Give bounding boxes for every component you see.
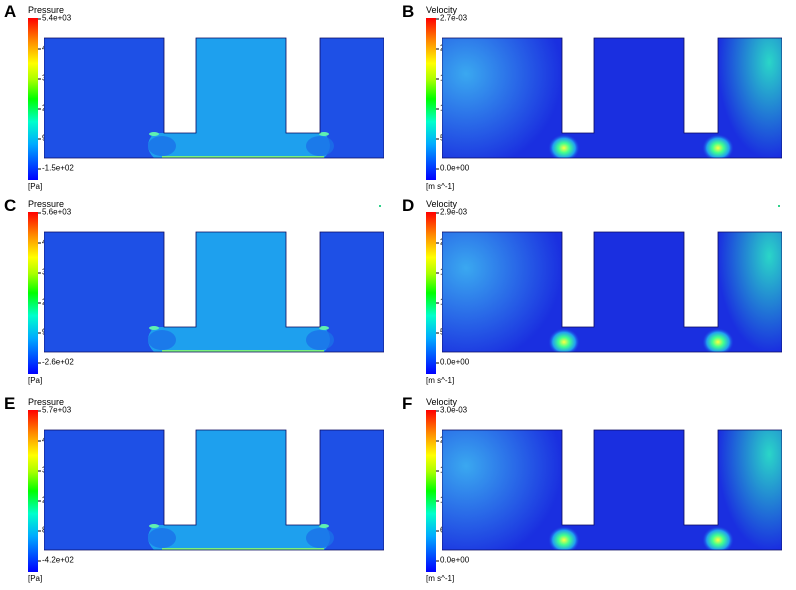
corner-jet: [548, 526, 580, 550]
colorbar-tick-label: 5.6e+03: [37, 207, 72, 217]
corner-vortex: [148, 528, 176, 548]
corner-jet: [702, 134, 734, 158]
domain-outline: [44, 37, 384, 159]
hotspot: [149, 326, 159, 330]
variable-title: Pressure: [28, 199, 65, 209]
panel-label: E: [4, 394, 16, 413]
unit-label: [m s^-1]: [426, 376, 455, 385]
unit-label: [m s^-1]: [426, 182, 455, 191]
unit-label: [Pa]: [28, 376, 43, 385]
channel-region: [148, 232, 330, 352]
domain-outline: [44, 231, 384, 353]
channel-region: [148, 38, 330, 158]
hotspot: [319, 132, 329, 136]
contour-domain: [442, 37, 782, 159]
contour-domain: [44, 429, 384, 551]
panel-label: D: [402, 196, 415, 215]
colorbar: [426, 18, 436, 180]
channel-region: [148, 430, 330, 550]
colorbar-tick-label: -4.2e+02: [38, 555, 74, 565]
contour-panel-c: CPressure5.6e+034.4e+033.3e+032.1e+039.1…: [4, 196, 392, 386]
contour-panel-a: APressure5.4e+034.3e+033.2e+032.1e+039.7…: [4, 2, 392, 192]
corner-jet: [702, 328, 734, 352]
contour-panel-e: EPressure5.7e+034.5e+033.3e+032.0e+038.1…: [4, 394, 392, 584]
left-chamber-flow: [442, 38, 562, 158]
panel-label: C: [4, 196, 17, 215]
panel-label: F: [402, 394, 413, 413]
domain-outline: [44, 429, 384, 551]
left-chamber-flow: [442, 430, 562, 550]
domain-outline: [442, 37, 782, 159]
panel-label: A: [4, 2, 17, 21]
unit-label: [Pa]: [28, 574, 43, 583]
corner-vortex: [306, 136, 334, 156]
colorbar-tick-label: 3.0e-03: [435, 405, 468, 415]
colorbar-tick-label: 0.0e+00: [435, 555, 470, 565]
colorbar-tick-label: 2.7e-03: [435, 13, 468, 23]
contour-domain: [44, 37, 384, 159]
corner-jet: [702, 526, 734, 550]
colorbar: [28, 212, 38, 374]
contour-domain: [44, 231, 384, 353]
variable-title: Pressure: [28, 397, 65, 407]
corner-vortex: [148, 330, 176, 350]
corner-jet: [548, 134, 580, 158]
hotspot: [319, 524, 329, 528]
hotspot: [149, 524, 159, 528]
contour-panel-d: DVelocity2.9e-032.3e-031.7e-031.2e-035.8…: [402, 196, 790, 386]
contour-panel-b: BVelocity2.7e-032.1e-031.6e-031.1e-035.3…: [402, 2, 790, 192]
colorbar-tick-label: -1.5e+02: [38, 163, 74, 173]
hotspot: [319, 326, 329, 330]
variable-title: Velocity: [426, 5, 458, 15]
colorbar: [28, 410, 38, 572]
unit-label: [Pa]: [28, 182, 43, 191]
stray-marker: [778, 205, 780, 207]
colorbar-tick-label: 5.7e+03: [37, 405, 72, 415]
hotspot: [149, 132, 159, 136]
variable-title: Velocity: [426, 199, 458, 209]
contour-panel-f: FVelocity3.0e-032.4e-031.8e-031.2e-036.1…: [402, 394, 790, 584]
panel-label: B: [402, 2, 415, 21]
corner-vortex: [306, 528, 334, 548]
colorbar-tick-label: 2.9e-03: [435, 207, 468, 217]
domain-outline: [442, 429, 782, 551]
colorbar: [28, 18, 38, 180]
colorbar: [426, 212, 436, 374]
unit-label: [m s^-1]: [426, 574, 455, 583]
stray-marker: [379, 205, 381, 207]
contour-domain: [442, 429, 782, 551]
colorbar-tick-label: -2.6e+02: [38, 357, 74, 367]
corner-jet: [548, 328, 580, 352]
corner-vortex: [148, 136, 176, 156]
colorbar-tick-label: 5.4e+03: [37, 13, 72, 23]
variable-title: Pressure: [28, 5, 65, 15]
variable-title: Velocity: [426, 397, 458, 407]
colorbar: [426, 410, 436, 572]
corner-vortex: [306, 330, 334, 350]
domain-outline: [442, 231, 782, 353]
left-chamber-flow: [442, 232, 562, 352]
colorbar-tick-label: 0.0e+00: [435, 357, 470, 367]
contour-domain: [442, 231, 782, 353]
colorbar-tick-label: 0.0e+00: [435, 163, 470, 173]
